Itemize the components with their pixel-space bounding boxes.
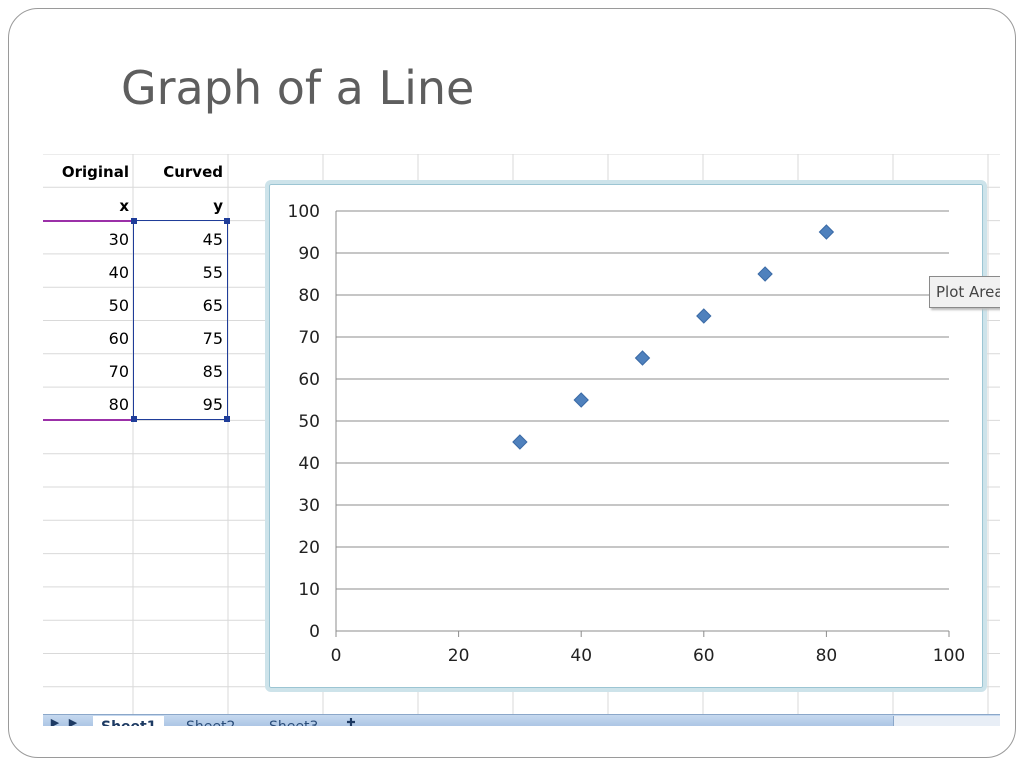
plot-area-tooltip: Plot Area bbox=[929, 276, 1000, 308]
y-tick-label: 80 bbox=[298, 286, 320, 306]
y-tick-label: 30 bbox=[298, 496, 320, 516]
subheader-y: y bbox=[213, 197, 223, 215]
cell-y[interactable]: 85 bbox=[202, 362, 223, 381]
range-border-top bbox=[43, 220, 133, 222]
data-point-diamond bbox=[573, 392, 589, 408]
data-point-diamond bbox=[696, 308, 712, 324]
cell-y[interactable]: 65 bbox=[202, 296, 223, 315]
cell-x[interactable]: 30 bbox=[108, 230, 129, 249]
subheader-x: x bbox=[119, 197, 129, 215]
y-tick-label: 100 bbox=[288, 202, 320, 222]
first-sheet-icon[interactable]: ▶ bbox=[50, 717, 60, 726]
y-tick-label: 90 bbox=[298, 244, 320, 264]
y-tick-label: 10 bbox=[298, 580, 320, 600]
y-tick-label: 20 bbox=[298, 538, 320, 558]
y-tick-label: 40 bbox=[298, 454, 320, 474]
excel-screenshot: Original Curved x y 30 45 40 55 50 65 60… bbox=[43, 154, 1000, 726]
x-tick-label: 40 bbox=[570, 646, 592, 666]
y-tick-label: 70 bbox=[298, 328, 320, 348]
scatter-chart[interactable]: 0 10 20 30 40 50 60 70 80 90 100 0 20 40 60 80 100 bbox=[269, 184, 983, 688]
y-tick-label: 60 bbox=[298, 370, 320, 390]
range-border-bottom bbox=[43, 419, 133, 421]
header-original: Original bbox=[61, 163, 129, 181]
x-tick-label: 60 bbox=[693, 646, 715, 666]
y-tick-label: 50 bbox=[298, 412, 320, 432]
slide-title: Graph of a Line bbox=[121, 61, 475, 115]
cell-y[interactable]: 45 bbox=[202, 230, 223, 249]
x-tick-label: 80 bbox=[816, 646, 838, 666]
data-point-diamond bbox=[512, 434, 528, 450]
x-tick-label: 20 bbox=[448, 646, 470, 666]
tab-sheet2[interactable]: Sheet2 bbox=[178, 716, 243, 726]
cell-x[interactable]: 80 bbox=[108, 395, 129, 414]
cell-x[interactable]: 60 bbox=[108, 329, 129, 348]
data-point-diamond bbox=[818, 224, 835, 240]
x-tick-label: 0 bbox=[331, 646, 342, 666]
next-sheet-icon[interactable]: ▶ bbox=[68, 717, 78, 726]
sheet-tab-bar: ▶ ▶ Sheet1 Sheet2 Sheet3 ✚ bbox=[43, 714, 1000, 726]
cell-x[interactable]: 40 bbox=[108, 263, 129, 282]
tab-sheet1[interactable]: Sheet1 bbox=[93, 716, 165, 726]
cell-y[interactable]: 95 bbox=[202, 395, 223, 414]
data-point-diamond bbox=[634, 350, 651, 366]
cell-x[interactable]: 70 bbox=[108, 362, 129, 381]
cell-y[interactable]: 75 bbox=[202, 329, 223, 348]
data-point-diamond bbox=[757, 266, 773, 282]
cell-y[interactable]: 55 bbox=[202, 263, 223, 282]
header-curved: Curved bbox=[163, 163, 223, 181]
cell-x[interactable]: 50 bbox=[108, 296, 129, 315]
tab-sheet3[interactable]: Sheet3 bbox=[261, 716, 326, 726]
horizontal-scrollbar[interactable] bbox=[893, 716, 1000, 726]
chart-area[interactable]: 0 10 20 30 40 50 60 70 80 90 100 0 20 40 60 80 100 bbox=[265, 180, 987, 692]
y-tick-label: 0 bbox=[309, 622, 320, 642]
insert-sheet-icon[interactable]: ✚ bbox=[346, 717, 356, 726]
x-tick-label: 100 bbox=[933, 646, 965, 666]
